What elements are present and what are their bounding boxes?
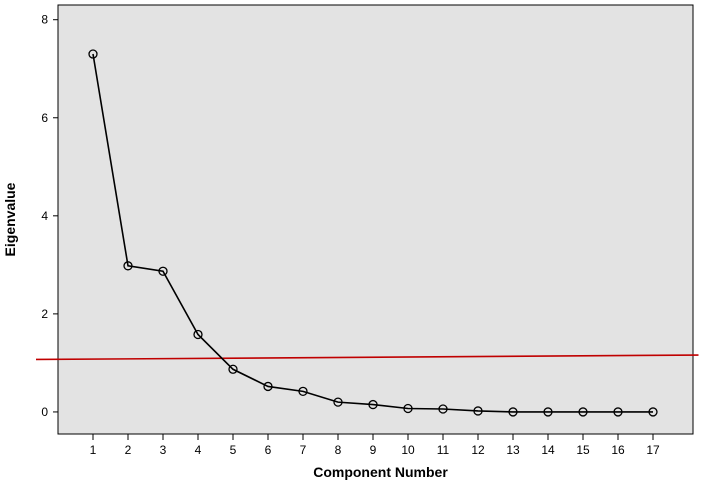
x-tick-label: 14: [541, 443, 555, 457]
x-tick-label: 2: [125, 443, 132, 457]
data-point: [473, 406, 483, 416]
data-point: [123, 261, 133, 271]
x-axis-title: Component Number: [313, 464, 448, 480]
x-tick-label: 6: [265, 443, 272, 457]
y-tick-label: 0: [41, 405, 48, 419]
data-point: [263, 381, 273, 392]
reference-line: [35, 354, 699, 361]
x-tick-label: 15: [576, 443, 590, 457]
x-tick-label: 11: [437, 443, 450, 457]
reference-line-layer: [35, 354, 699, 361]
x-tick-label: 9: [370, 443, 377, 457]
data-point: [158, 266, 168, 276]
x-tick-label: 8: [335, 443, 342, 457]
x-tick-label: 16: [611, 443, 625, 457]
y-tick-label: 8: [41, 13, 48, 27]
x-tick-label: 1: [90, 443, 97, 457]
y-tick-label: 6: [41, 111, 48, 125]
x-tick-label: 4: [195, 443, 202, 457]
y-tick-label: 2: [41, 307, 48, 321]
y-tick-label: 4: [41, 209, 48, 223]
x-tick-label: 3: [160, 443, 167, 457]
data-point: [368, 399, 378, 410]
data-point: [298, 386, 308, 396]
data-point: [193, 329, 203, 340]
x-tick-label: 10: [401, 443, 415, 457]
data-point: [613, 407, 623, 417]
x-tick-label: 12: [471, 443, 485, 457]
x-tick-label: 5: [230, 443, 237, 457]
data-point: [403, 403, 413, 414]
plot-area: [57, 4, 694, 435]
x-tick-label: 7: [300, 443, 307, 457]
data-point: [88, 49, 98, 59]
data-point: [508, 407, 518, 417]
data-point: [578, 407, 588, 417]
data-point: [333, 397, 343, 407]
data-point: [438, 404, 448, 414]
data-point: [648, 407, 658, 417]
series-line: [92, 53, 653, 413]
series-layer: [88, 49, 658, 417]
x-tick-label: 13: [506, 443, 520, 457]
data-point: [543, 407, 553, 417]
y-axis-title: Eigenvalue: [2, 182, 18, 256]
data-point: [228, 364, 238, 374]
x-tick-label: 17: [646, 443, 660, 457]
